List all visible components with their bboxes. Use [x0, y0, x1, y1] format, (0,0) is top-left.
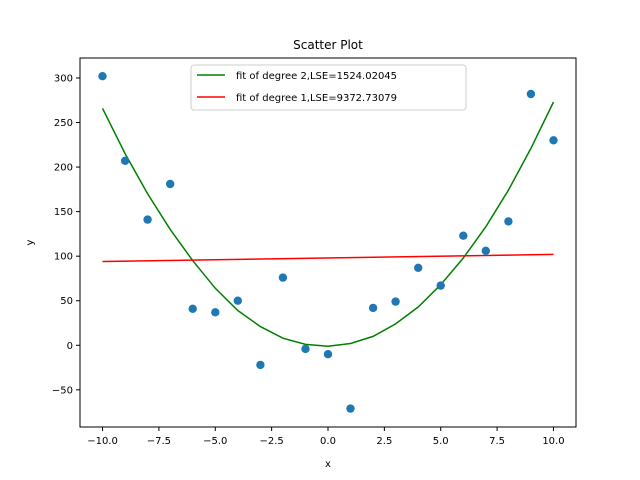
y-axis-label: y: [25, 239, 36, 245]
x-tick-label: −7.5: [147, 436, 171, 447]
scatter-point: [459, 231, 468, 240]
fit-line-degree-2: [101, 101, 555, 347]
x-tick-label: −5.0: [203, 436, 227, 447]
y-tick-label: 250: [54, 118, 73, 129]
scatter-point: [346, 404, 355, 413]
scatter-point: [278, 273, 288, 282]
plot-frame: [79, 57, 577, 428]
ticks-layer: −10.0 −7.5 −5.0 −2.5 0.0 2.5 5.0 7.5 10.0 −50 0 50 1…: [52, 73, 565, 447]
scatter-point: [414, 263, 423, 272]
x-tick-label: 10.0: [542, 436, 564, 447]
scatter-point: [143, 215, 152, 224]
legend: fit of degree 2,LSE=1524.02045 fit of de…: [190, 64, 467, 111]
x-tick-label: 5.0: [433, 436, 449, 447]
chart-title: Scatter Plot: [293, 38, 363, 52]
y-tick-label: 150: [54, 207, 73, 218]
scatter-point: [436, 281, 445, 290]
scatter-point: [233, 296, 242, 305]
scatter-point: [481, 246, 490, 255]
scatter-point: [166, 179, 175, 189]
scatter-point: [98, 72, 107, 81]
x-axis-label: x: [325, 459, 331, 470]
y-tick-label: 50: [60, 296, 73, 307]
fit-line-degree-1: [102, 253, 554, 263]
scatter-point: [256, 360, 265, 370]
y-tick-label: 0: [67, 341, 73, 352]
scatter-point: [549, 136, 558, 145]
y-tick-label: −50: [52, 385, 73, 396]
scatter-point: [504, 217, 513, 226]
x-tick-label: 0.0: [320, 436, 336, 447]
plot-layer: [98, 72, 558, 413]
legend-box: [190, 64, 467, 111]
scatter-point: [211, 308, 220, 317]
y-tick-label: 100: [54, 252, 73, 263]
legend-label-fit-degree-2: fit of degree 2,LSE=1524.02045: [236, 71, 397, 82]
scatter-point: [323, 350, 333, 359]
scatter-point: [301, 344, 310, 354]
legend-label-fit-degree-1: fit of degree 1,LSE=9372.73079: [236, 93, 397, 104]
x-tick-label: −10.0: [87, 436, 118, 447]
x-tick-label: −2.5: [259, 436, 283, 447]
scatter-point: [391, 297, 400, 306]
y-tick-label: 200: [54, 163, 73, 174]
scatter-point: [188, 304, 197, 313]
x-tick-label: 2.5: [376, 436, 392, 447]
scatter-point: [526, 89, 536, 99]
scatter-point: [120, 156, 130, 165]
scatter-point: [368, 303, 378, 313]
y-tick-label: 300: [54, 73, 73, 84]
x-tick-label: 7.5: [489, 436, 505, 447]
